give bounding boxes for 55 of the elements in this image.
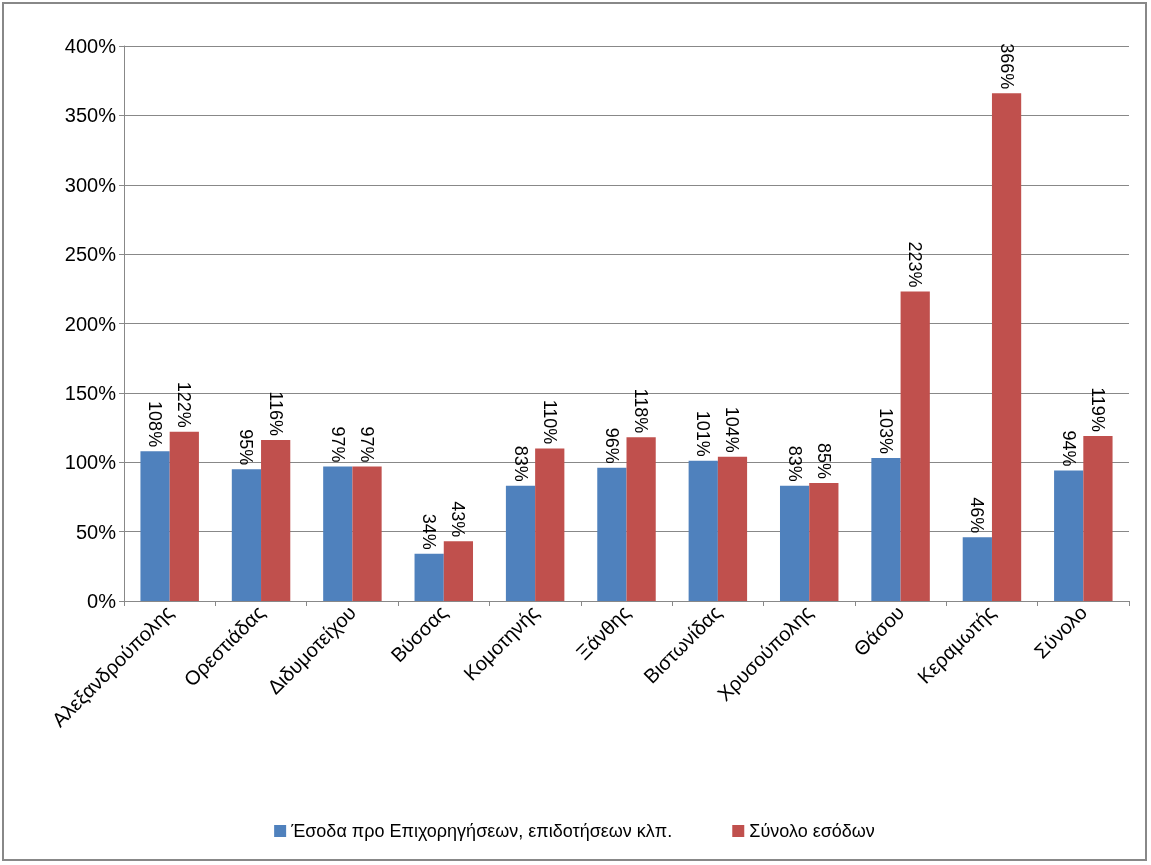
bar xyxy=(809,483,839,601)
bar xyxy=(779,485,810,601)
bar xyxy=(140,451,170,601)
bar xyxy=(535,448,565,601)
data-label: 83% xyxy=(510,445,531,482)
data-label: 119% xyxy=(1087,387,1108,432)
y-tick-label: 250% xyxy=(64,243,117,266)
data-label: 223% xyxy=(905,241,926,288)
y-tick-label: 300% xyxy=(64,173,117,196)
data-label: 103% xyxy=(875,408,896,455)
bar xyxy=(169,431,199,601)
bar xyxy=(505,485,536,601)
y-tick-label: 200% xyxy=(64,312,117,335)
data-label: 46% xyxy=(967,497,988,534)
data-label: 43% xyxy=(448,501,469,538)
data-label: 101% xyxy=(693,410,714,457)
data-label: 97% xyxy=(327,426,348,463)
y-tick-label: 400% xyxy=(64,35,117,57)
bar xyxy=(717,456,748,601)
data-label: 104% xyxy=(722,406,743,453)
y-tick-label: 100% xyxy=(64,451,117,474)
data-label: 366% xyxy=(996,43,1017,90)
bar xyxy=(443,541,474,601)
y-tick-label: 150% xyxy=(64,381,117,404)
data-label: 122% xyxy=(174,381,195,428)
bar xyxy=(231,469,262,601)
bar xyxy=(991,93,1022,601)
bar xyxy=(323,466,353,601)
data-label: 85% xyxy=(813,443,834,480)
y-tick-label: 0% xyxy=(87,590,117,612)
bar xyxy=(261,440,291,601)
data-label: 94% xyxy=(1058,430,1079,467)
bar xyxy=(962,537,992,601)
data-label: 96% xyxy=(601,427,622,464)
data-label: 108% xyxy=(145,401,166,448)
bar xyxy=(1054,470,1084,601)
bar xyxy=(688,460,718,601)
bar xyxy=(1083,435,1113,601)
data-label: 118% xyxy=(631,388,652,434)
legend-label: Έσοδα προ Επιχορηγήσεων, επιδοτήσεων κλπ. xyxy=(290,821,673,841)
data-label: 34% xyxy=(419,513,440,550)
data-label: 97% xyxy=(357,426,378,463)
bar xyxy=(626,437,656,601)
y-tick-label: 50% xyxy=(75,520,117,543)
bar xyxy=(597,467,627,601)
bar xyxy=(352,466,382,601)
data-label: 116% xyxy=(265,391,286,437)
data-label: 110% xyxy=(539,399,560,445)
data-label: 95% xyxy=(236,429,257,466)
bar xyxy=(900,291,930,601)
data-label: 83% xyxy=(784,445,805,482)
legend-label: Σύνολο εσόδων xyxy=(749,821,875,841)
bar xyxy=(414,553,444,601)
y-tick-label: 350% xyxy=(64,104,117,127)
bar xyxy=(871,458,901,601)
